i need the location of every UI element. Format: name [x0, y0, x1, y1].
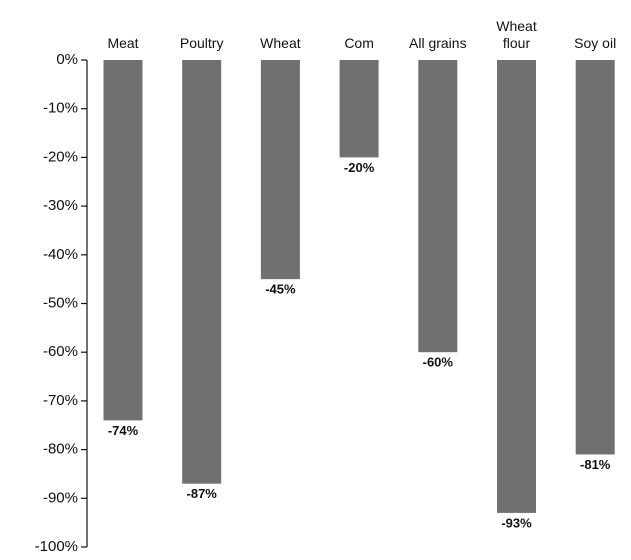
bar	[260, 60, 300, 280]
value-label: -87%	[187, 486, 218, 501]
category-label: Soy oil	[574, 35, 617, 51]
value-label: -93%	[501, 515, 532, 530]
category-label: Wheat	[260, 35, 301, 51]
category-label: Wheat flour	[496, 18, 537, 51]
category-label: All grains	[409, 35, 467, 51]
y-tick-label: -60%	[43, 343, 78, 360]
y-tick-label: -100%	[35, 538, 78, 555]
y-tick-label: -50%	[43, 294, 78, 311]
y-tick-label: -10%	[43, 100, 78, 117]
y-tick-label: -30%	[43, 197, 78, 214]
y-tick-label: -90%	[43, 489, 78, 506]
y-tick-label: -70%	[43, 392, 78, 409]
bar	[497, 60, 536, 513]
bar	[575, 60, 615, 455]
bar	[418, 60, 458, 353]
y-tick-label: -80%	[43, 441, 78, 458]
value-label: -74%	[108, 423, 139, 438]
y-tick-label: 0%	[56, 51, 78, 68]
value-label: -45%	[265, 282, 296, 297]
category-label: Meat	[107, 35, 139, 51]
category-label: Poultry	[179, 35, 224, 51]
bar	[339, 60, 379, 158]
value-label: -81%	[580, 457, 611, 472]
bar	[182, 60, 222, 484]
y-tick-label: -40%	[43, 246, 78, 263]
y-tick-label: -20%	[43, 148, 78, 165]
bar	[103, 60, 143, 421]
category-label: Com	[344, 35, 374, 51]
value-label: -60%	[423, 355, 454, 370]
value-label: -20%	[344, 160, 375, 175]
